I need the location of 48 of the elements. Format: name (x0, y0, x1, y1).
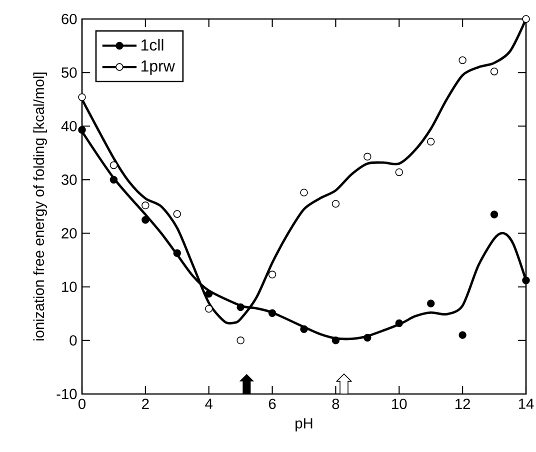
point (426, 138, 435, 146)
point (173, 249, 182, 257)
x-tick-label: 4 (205, 398, 212, 409)
point (364, 334, 372, 342)
x-tick-label: 0 (78, 398, 86, 410)
point (236, 336, 244, 344)
point (490, 68, 498, 76)
x-tick-label: 10 (392, 398, 407, 410)
x-tick-label: 14 (518, 398, 534, 409)
point (173, 210, 182, 218)
x-tick-label: 6 (268, 398, 276, 410)
x-tick-label: 2 (142, 398, 149, 409)
x-axis-title: pH (296, 418, 312, 432)
point (490, 210, 498, 218)
y-tick-label: 20 (62, 228, 77, 238)
y-tick-label: 50 (62, 67, 77, 78)
point (78, 93, 86, 102)
point (204, 290, 213, 298)
point (236, 303, 244, 312)
x-tick-label: 8 (332, 398, 340, 410)
legend-label: 1prw (141, 60, 175, 75)
y-axis-title: ionization free energy of folding [kcal/mol] (33, 72, 47, 340)
point (332, 200, 340, 208)
point (300, 325, 308, 334)
point (268, 270, 276, 278)
point (204, 304, 213, 313)
point (395, 319, 404, 328)
point (110, 161, 118, 170)
point (395, 168, 404, 176)
point (268, 309, 276, 317)
point (332, 336, 340, 344)
point (142, 202, 150, 210)
point (78, 126, 86, 134)
point (364, 152, 372, 161)
point (458, 56, 466, 64)
legend-label: 1cll (141, 38, 164, 51)
y-tick-label: 40 (61, 120, 77, 132)
y-tick-label: 0 (70, 335, 77, 346)
y-tick-label: 60 (62, 14, 77, 24)
point (110, 176, 118, 184)
point (426, 300, 435, 308)
point (300, 188, 308, 196)
y-tick-label: 30 (62, 174, 77, 185)
y-tick-label: 10 (62, 282, 77, 292)
x-tick-label: 12 (456, 398, 470, 409)
point (458, 331, 466, 339)
point (142, 216, 150, 224)
y-tick-label: -10 (56, 388, 77, 400)
